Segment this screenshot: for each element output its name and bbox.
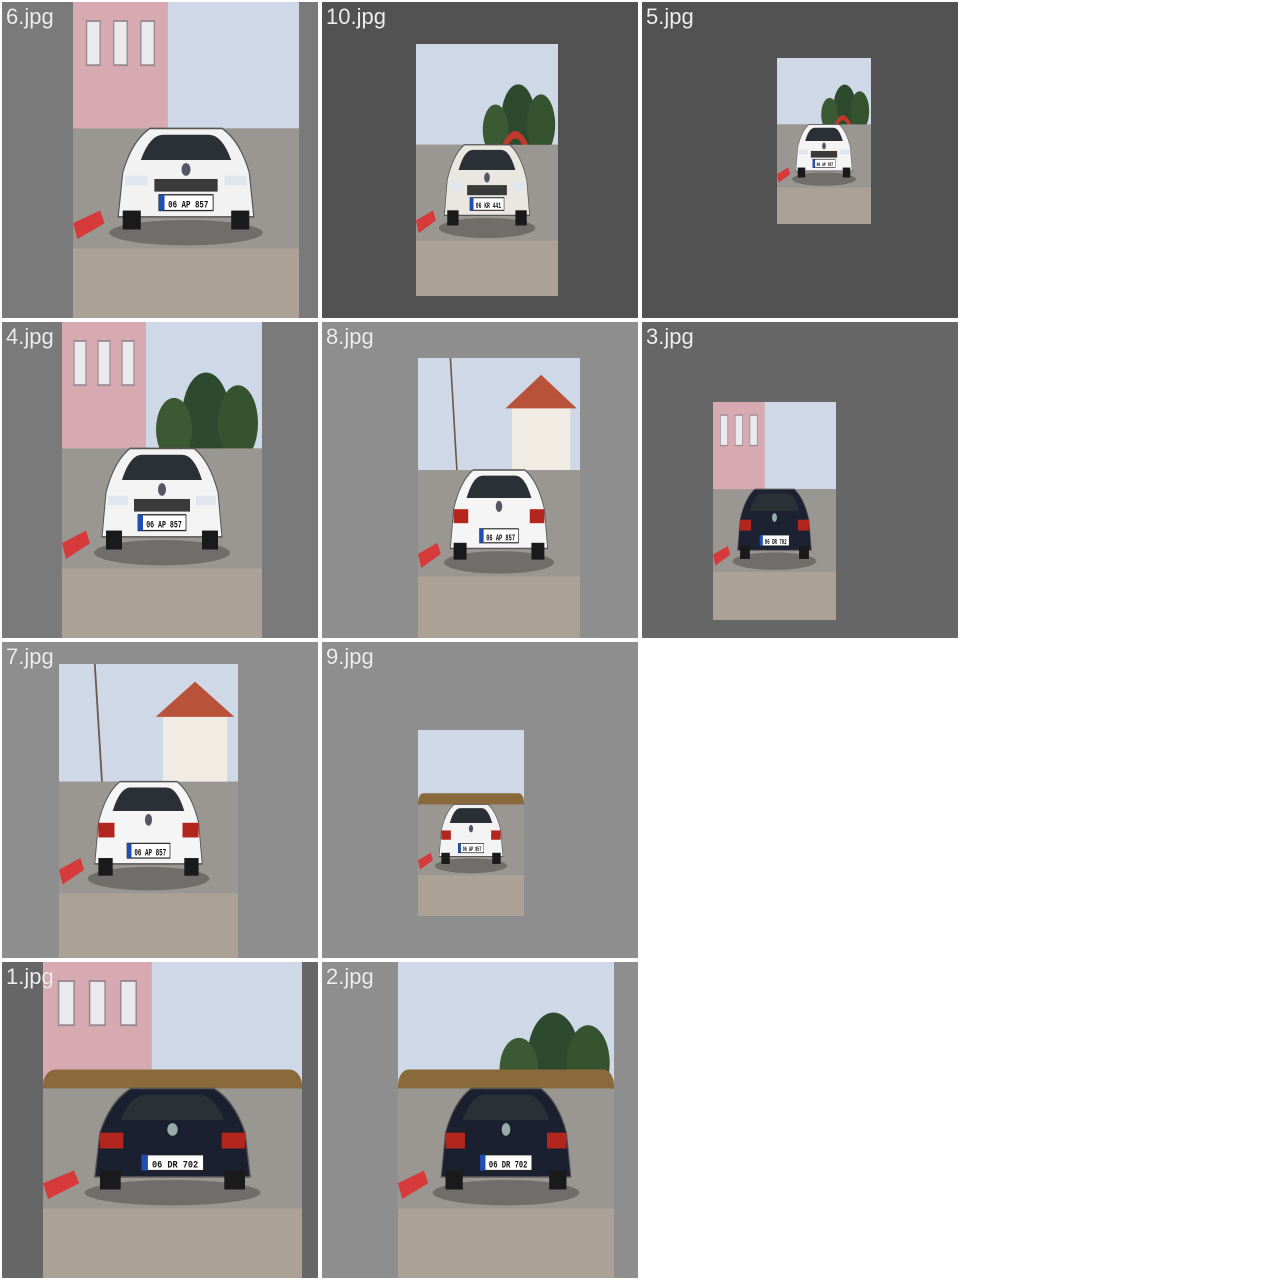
thumbnail-tile[interactable]: 7.jpg 06 AP 857 — [2, 642, 318, 958]
thumbnail-tile[interactable]: 1.jpg 06 DR 702 — [2, 962, 318, 1278]
thumbnail-tile[interactable]: 6.jpg 06 AP 857 — [2, 2, 318, 318]
photo-thumbnail: 06 KR 441 — [416, 44, 558, 296]
photo-image: 06 DR 702 — [43, 962, 302, 1278]
thumbnail-grid: 6.jpg 06 AP 857 10.jpg 06 KR 441 5.jpg 0… — [2, 2, 958, 1278]
thumbnail-tile[interactable]: 5.jpg 06 AP 857 — [642, 2, 958, 318]
photo-image: 06 AP 857 — [73, 2, 299, 318]
thumbnail-tile[interactable]: 2.jpg 06 DR 702 — [322, 962, 638, 1278]
photo-thumbnail: 06 AP 857 — [777, 58, 871, 224]
thumbnail-tile[interactable]: 3.jpg 06 DR 702 — [642, 322, 958, 638]
svg-text:06 AP 857: 06 AP 857 — [463, 846, 482, 853]
photo-thumbnail: 06 AP 857 — [418, 358, 580, 638]
photo-image: 06 AP 857 — [418, 730, 524, 916]
photo-image: 06 AP 857 — [62, 322, 262, 638]
svg-text:06 AP 857: 06 AP 857 — [817, 161, 834, 168]
svg-text:06 AP 857: 06 AP 857 — [146, 519, 182, 531]
photo-thumbnail: 06 DR 702 — [43, 962, 302, 1278]
filename-label: 2.jpg — [326, 964, 374, 989]
svg-text:06 DR 702: 06 DR 702 — [765, 538, 787, 547]
photo-image: 06 AP 857 — [777, 58, 871, 224]
thumbnail-tile[interactable]: 9.jpg 06 AP 857 — [322, 642, 638, 958]
photo-thumbnail: 06 AP 857 — [62, 322, 262, 638]
svg-text:06 KR 441: 06 KR 441 — [476, 202, 501, 212]
svg-text:06 AP 857: 06 AP 857 — [486, 534, 515, 544]
svg-text:06 AP 857: 06 AP 857 — [134, 848, 166, 859]
svg-text:06 DR 702: 06 DR 702 — [152, 1159, 198, 1171]
filename-label: 4.jpg — [6, 324, 54, 349]
filename-label: 9.jpg — [326, 644, 374, 669]
photo-image: 06 DR 702 — [713, 402, 836, 620]
thumbnail-tile[interactable]: 10.jpg 06 KR 441 — [322, 2, 638, 318]
thumbnail-tile[interactable]: 8.jpg 06 AP 857 — [322, 322, 638, 638]
photo-thumbnail: 06 AP 857 — [418, 730, 524, 916]
filename-label: 7.jpg — [6, 644, 54, 669]
svg-text:06 AP 857: 06 AP 857 — [168, 199, 208, 212]
photo-thumbnail: 06 DR 702 — [713, 402, 836, 620]
photo-thumbnail: 06 DR 702 — [398, 962, 614, 1278]
filename-label: 3.jpg — [646, 324, 694, 349]
photo-thumbnail: 06 AP 857 — [73, 2, 299, 318]
photo-image: 06 AP 857 — [418, 358, 580, 638]
thumbnail-tile[interactable]: 4.jpg 06 AP 857 — [2, 322, 318, 638]
photo-image: 06 DR 702 — [398, 962, 614, 1278]
filename-label: 10.jpg — [326, 4, 386, 29]
filename-label: 1.jpg — [6, 964, 54, 989]
photo-image: 06 KR 441 — [416, 44, 558, 296]
filename-label: 8.jpg — [326, 324, 374, 349]
photo-image: 06 AP 857 — [59, 664, 238, 958]
photo-thumbnail: 06 AP 857 — [59, 664, 238, 958]
filename-label: 6.jpg — [6, 4, 54, 29]
svg-text:06 DR 702: 06 DR 702 — [489, 1160, 527, 1172]
filename-label: 5.jpg — [646, 4, 694, 29]
